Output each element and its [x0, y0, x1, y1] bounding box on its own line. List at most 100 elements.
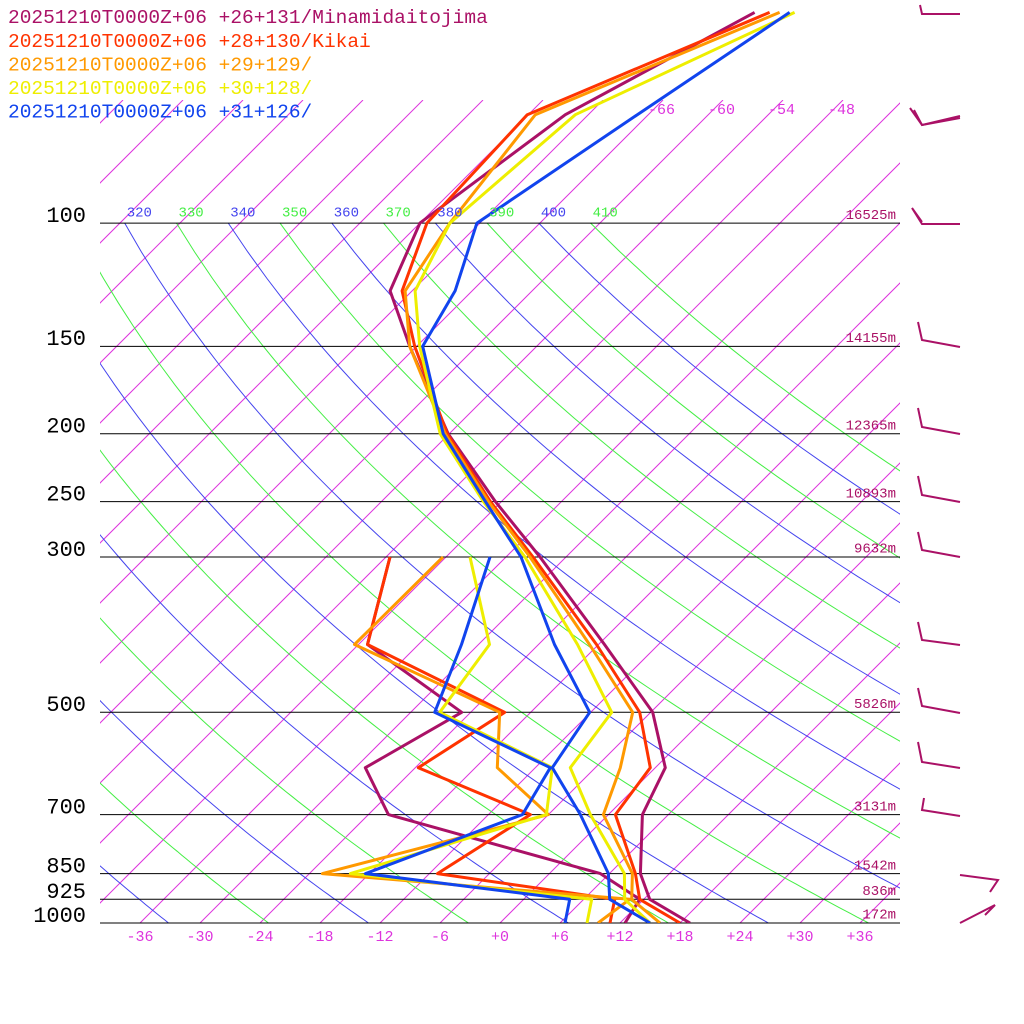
x-tick-label: -6 — [431, 929, 449, 946]
y-tick-label: 700 — [46, 795, 86, 820]
height-label: 172m — [862, 908, 896, 924]
isotherm — [679, 702, 900, 923]
dry-adiabat — [486, 222, 900, 559]
dewpoint-line — [363, 556, 572, 923]
x-tick-label: +6 — [551, 929, 569, 946]
profiles — [320, 11, 796, 923]
theta-label: 370 — [386, 206, 411, 222]
height-label: 1542m — [854, 858, 896, 874]
height-label: 836m — [862, 884, 896, 900]
theta-label: 380 — [437, 206, 462, 222]
isotherm — [100, 100, 424, 424]
dry-adiabat — [590, 222, 900, 472]
isotherm — [100, 100, 364, 364]
y-tick-label: 200 — [46, 415, 86, 440]
wind-barb — [911, 207, 960, 225]
x-tick-label: -24 — [246, 929, 273, 946]
x-tick-label: -30 — [186, 929, 213, 946]
theta-label: 350 — [282, 206, 307, 222]
wind-barb — [919, 4, 960, 15]
height-label: 14155m — [846, 331, 896, 347]
isotherm — [319, 342, 900, 923]
y-tick-label: 925 — [46, 880, 86, 905]
isotherm — [259, 282, 900, 923]
height-label: 10893m — [846, 486, 896, 502]
dewpoint-line — [320, 555, 632, 923]
pressure-lines — [100, 222, 900, 924]
x-tick-label: +0 — [491, 929, 509, 946]
dry-adiabat — [279, 222, 900, 742]
dewpoint-line — [348, 556, 594, 923]
theta-label: 330 — [179, 206, 204, 222]
wind-barb — [913, 109, 961, 127]
y-tick-label: 300 — [46, 538, 86, 563]
theta-label: 400 — [541, 206, 566, 222]
y-tick-label: 100 — [46, 204, 86, 229]
isotherm — [100, 100, 244, 244]
x-tick-label: +12 — [606, 929, 633, 946]
wind-barb — [959, 874, 1000, 893]
legend-label: 20251210T0000Z+06 +29+129/ — [8, 54, 312, 76]
height-label: 9632m — [854, 542, 896, 558]
dry-adiabat — [538, 222, 900, 515]
temperature-line — [413, 11, 796, 923]
legend-label: 20251210T0000Z+06 +28+130/Kikai — [8, 31, 371, 53]
wind-barb — [917, 321, 961, 348]
wind-barbs — [909, 4, 1000, 924]
wind-barb — [917, 741, 961, 769]
isotherm-label: -60 — [708, 102, 735, 119]
height-label: 12365m — [846, 418, 896, 434]
wind-barb — [959, 904, 996, 924]
wind-barb — [917, 407, 961, 435]
dry-adiabat — [176, 222, 900, 839]
isotherm-label: -48 — [828, 102, 855, 119]
dry-adiabat — [100, 449, 669, 923]
isotherm — [100, 100, 784, 784]
x-tick-label: -12 — [366, 929, 393, 946]
y-tick-label: 250 — [46, 482, 86, 507]
isotherm — [100, 100, 544, 544]
isotherm — [199, 222, 900, 923]
y-tick-label: 1000 — [33, 904, 86, 929]
temperature-line — [421, 11, 791, 923]
x-tick-label: +24 — [726, 929, 753, 946]
height-label: 3131m — [854, 799, 896, 815]
theta-label: 340 — [230, 206, 255, 222]
isotherm-label: -66 — [648, 102, 675, 119]
x-tick-label: -18 — [306, 929, 333, 946]
wind-barb — [920, 797, 961, 817]
isotherm — [100, 100, 664, 664]
dry-adiabat — [383, 222, 900, 649]
wind-barb — [917, 475, 961, 503]
height-label: 16525m — [846, 208, 896, 224]
isotherm — [0, 100, 3, 923]
x-tick-label: -36 — [126, 929, 153, 946]
legend-label: 20251210T0000Z+06 +30+128/ — [8, 78, 312, 100]
isotherm — [139, 162, 900, 923]
wind-barb — [917, 621, 961, 646]
x-tick-label: +36 — [846, 929, 873, 946]
height-label: 5826m — [854, 697, 896, 713]
temperature-line — [400, 11, 771, 923]
wind-barb — [917, 687, 961, 714]
dry-adiabat — [227, 222, 900, 790]
dry-adiabat — [124, 222, 900, 889]
isotherm — [619, 642, 900, 923]
wind-barb — [917, 531, 961, 558]
isotherm-label: -54 — [768, 102, 795, 119]
theta-label: 390 — [489, 206, 514, 222]
isotherm — [559, 582, 900, 923]
x-tick-label: +18 — [666, 929, 693, 946]
isotherm — [100, 100, 304, 304]
temperature-line — [403, 11, 781, 923]
theta-label: 320 — [127, 206, 152, 222]
y-tick-label: 150 — [46, 327, 86, 352]
theta-label: 410 — [593, 206, 618, 222]
isotherm — [739, 762, 900, 923]
x-tick-label: +30 — [786, 929, 813, 946]
isotherm — [100, 100, 724, 724]
isotherm — [100, 100, 844, 844]
labels: -36 -30 -24 -18 -12 -6 +0 +6 +12 +18 +24 +30 +36 -66 -… — [8, 7, 896, 946]
